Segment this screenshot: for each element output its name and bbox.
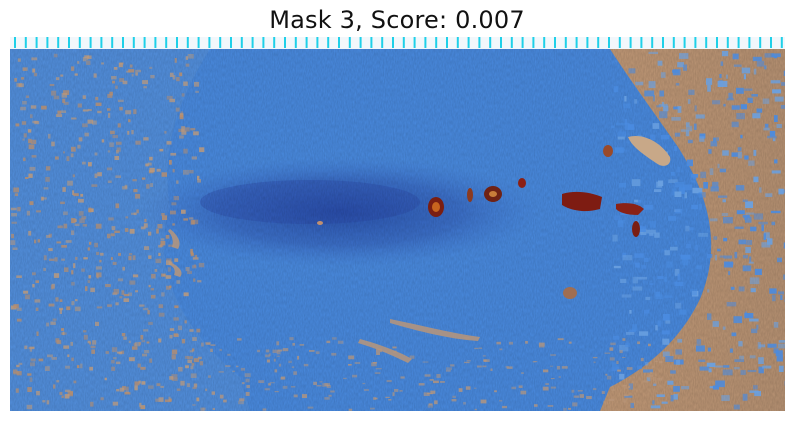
ruler-tick xyxy=(543,37,546,48)
ruler-tick xyxy=(413,37,416,48)
rust-stains xyxy=(317,145,644,299)
mask-overlay-image xyxy=(10,37,785,411)
ruler-tick xyxy=(748,37,751,48)
ruler-tick xyxy=(68,37,70,48)
ruler-tick xyxy=(208,37,211,48)
ruler-tick xyxy=(500,37,502,48)
ruler-tick xyxy=(586,37,589,48)
ruler-tick xyxy=(564,37,567,48)
ruler-tick xyxy=(176,37,178,48)
ruler-tick xyxy=(348,37,351,48)
speckle-layer xyxy=(10,51,785,411)
ruler-tick xyxy=(597,37,600,48)
ruler-tick xyxy=(759,37,762,48)
ruler-tick xyxy=(392,37,394,48)
ruler-tick xyxy=(456,37,459,48)
ruler-tick xyxy=(705,37,708,48)
ruler-tick xyxy=(132,37,135,48)
ruler-tick xyxy=(780,37,783,48)
ruler-tick xyxy=(165,37,168,48)
ruler-tick xyxy=(737,37,740,48)
ruler-tick xyxy=(716,37,718,48)
ruler-strip xyxy=(10,37,785,49)
ruler-tick xyxy=(683,37,686,48)
ruler-tick xyxy=(316,37,319,48)
ruler-tick xyxy=(467,37,470,48)
ruler-tick xyxy=(402,37,405,48)
ruler-tick xyxy=(14,37,16,48)
ruler-tick xyxy=(694,37,697,48)
ruler-tick xyxy=(35,37,38,48)
ruler-tick xyxy=(435,37,438,48)
ruler-tick xyxy=(640,37,643,48)
ruler-tick xyxy=(262,37,265,48)
ruler-tick xyxy=(46,37,49,48)
ruler-tick xyxy=(57,37,60,48)
ruler-tick xyxy=(78,37,81,48)
ruler-tick xyxy=(143,37,146,48)
ruler-ticks xyxy=(14,37,783,48)
ruler-tick xyxy=(618,37,621,48)
ruler-tick xyxy=(186,37,189,48)
ruler-tick xyxy=(489,37,492,48)
ruler-tick xyxy=(478,37,481,48)
wood-streaks xyxy=(168,229,480,363)
ruler-tick xyxy=(510,37,513,48)
ruler-tick xyxy=(424,37,427,48)
ruler-tick xyxy=(251,37,254,48)
ruler-tick xyxy=(662,37,664,48)
ruler-tick xyxy=(629,37,632,48)
ruler-tick xyxy=(370,37,373,48)
ruler-tick xyxy=(122,37,124,48)
ruler-tick xyxy=(111,37,114,48)
ruler-tick xyxy=(197,37,200,48)
ruler-tick xyxy=(672,37,675,48)
ruler-tick xyxy=(726,37,729,48)
ruler-tick xyxy=(305,37,308,48)
ruler-tick xyxy=(521,37,524,48)
ruler-tick xyxy=(89,37,92,48)
figure-title: Mask 3, Score: 0.007 xyxy=(269,6,525,34)
ruler-tick xyxy=(240,37,243,48)
ruler-tick xyxy=(154,37,157,48)
ruler-tick xyxy=(770,37,772,48)
ruler-tick xyxy=(446,37,448,48)
wood-knot xyxy=(628,135,671,166)
ruler-tick xyxy=(338,37,340,48)
ruler-tick xyxy=(608,37,610,48)
ruler-tick xyxy=(100,37,103,48)
ruler-tick xyxy=(575,37,578,48)
grain-texture xyxy=(10,37,785,411)
ruler-tick xyxy=(284,37,286,48)
ruler-tick xyxy=(554,37,556,48)
scene-svg xyxy=(10,37,785,411)
ruler-tick xyxy=(230,37,232,48)
ruler-tick xyxy=(294,37,297,48)
ruler-tick xyxy=(532,37,535,48)
ruler-tick xyxy=(359,37,362,48)
ruler-tick xyxy=(24,37,27,48)
ruler-tick xyxy=(651,37,654,48)
ruler-tick xyxy=(381,37,384,48)
ruler-tick xyxy=(327,37,330,48)
ruler-tick xyxy=(273,37,276,48)
ruler-tick xyxy=(219,37,222,48)
